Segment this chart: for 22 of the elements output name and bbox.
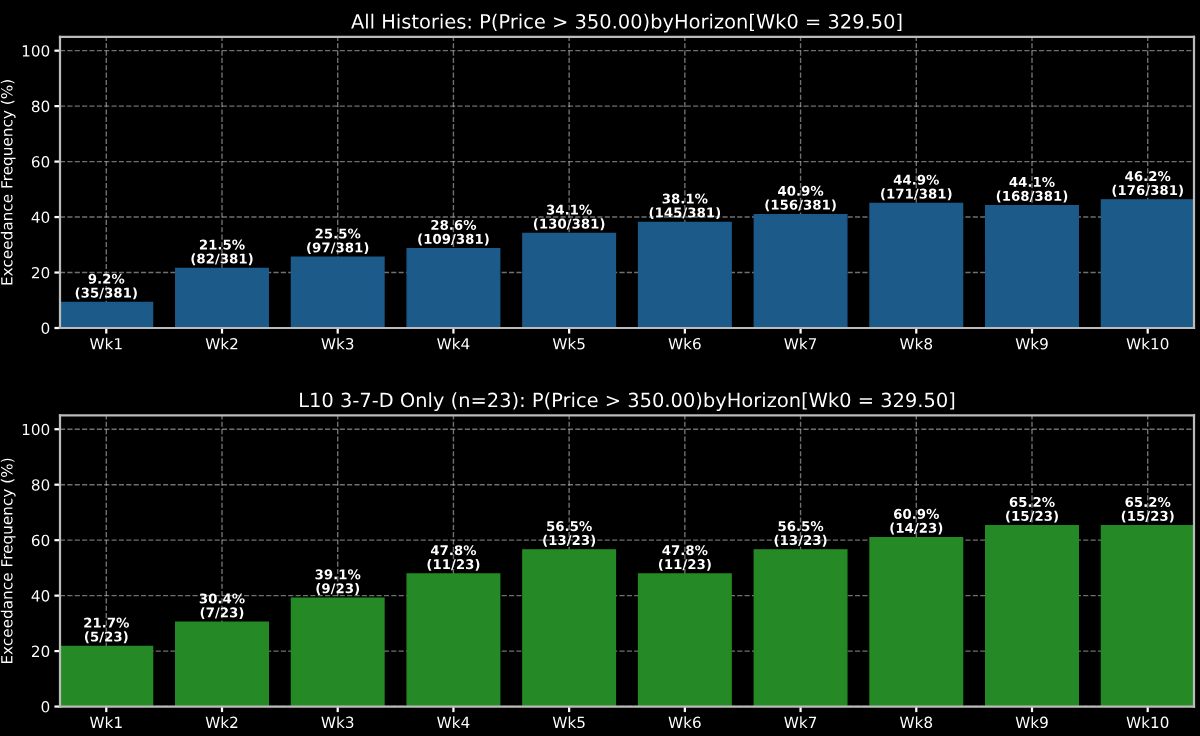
bar bbox=[637, 573, 732, 707]
bar bbox=[869, 202, 964, 328]
bar bbox=[290, 597, 385, 707]
chart-title: L10 3-7-D Only (n=23): P(Price > 350.00)byHorizon[Wk0 = 329.50] bbox=[300, 392, 955, 412]
bar bbox=[1100, 199, 1194, 328]
bar bbox=[869, 536, 964, 707]
bar bbox=[985, 205, 1079, 328]
bar bbox=[60, 645, 154, 707]
bar bbox=[637, 221, 732, 328]
bar bbox=[290, 256, 385, 328]
bar bbox=[175, 267, 269, 328]
chart-title: All Histories: P(Price > 350.00)byHorizon[Wk0 = 329.50] bbox=[351, 13, 902, 33]
bar bbox=[753, 213, 848, 328]
bar bbox=[522, 549, 617, 707]
bar bbox=[522, 232, 617, 328]
bar bbox=[985, 525, 1079, 707]
bar bbox=[60, 301, 154, 328]
bar bbox=[753, 549, 848, 707]
bar bbox=[175, 621, 269, 707]
bar bbox=[406, 247, 501, 328]
bar bbox=[406, 573, 501, 707]
bar bbox=[1100, 525, 1194, 707]
